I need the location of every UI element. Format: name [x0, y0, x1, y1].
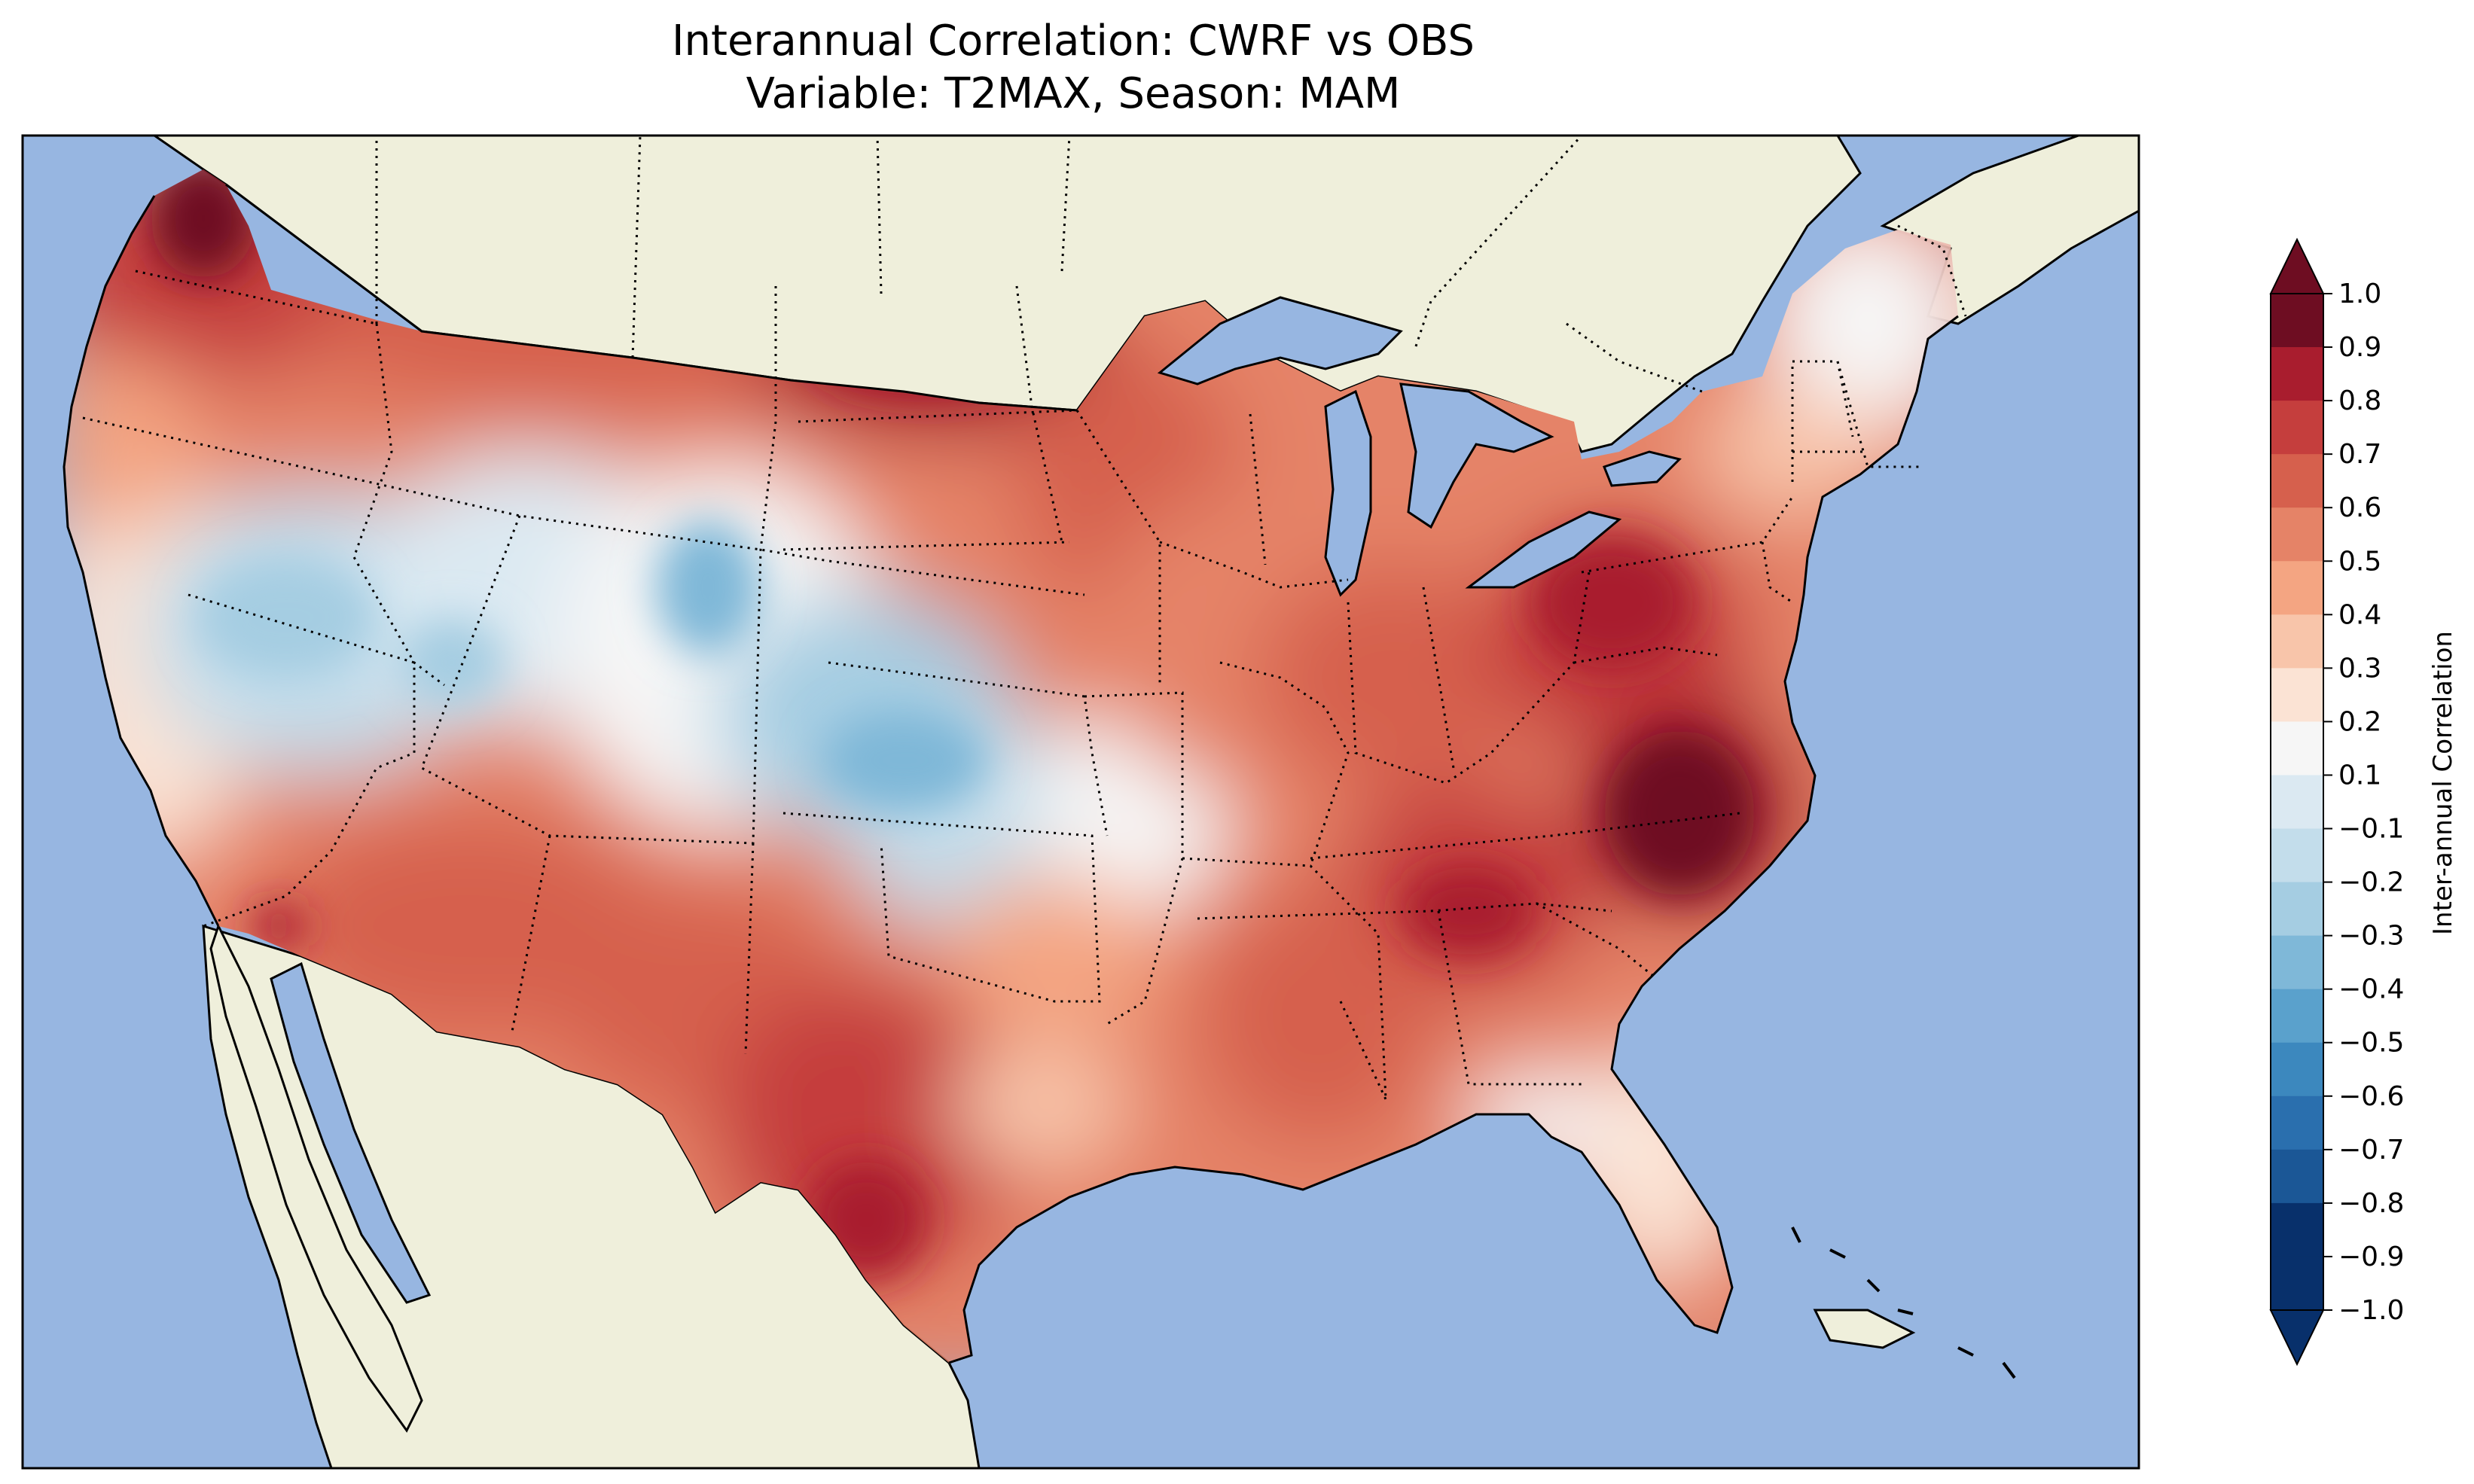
colorbar-bin: [2271, 1095, 2323, 1150]
lake-erie: [1465, 510, 1622, 589]
colorbar-tick-label: 0.3: [2338, 653, 2381, 684]
colorbar-tick-label: −0.1: [2338, 814, 2404, 845]
colorbar-outline: [2270, 293, 2324, 1311]
bahamas-land: [1791, 1227, 2016, 1379]
colorbar-tick-label: 0.9: [2338, 332, 2381, 363]
colorbar-bin: [2271, 828, 2323, 883]
colorbar-bin: [2271, 1042, 2323, 1097]
colorbar-tick-label: 0.7: [2338, 439, 2381, 470]
baja-land: [209, 923, 423, 1433]
colorbar-tick-label: −0.7: [2338, 1135, 2404, 1166]
colorbar-tick-label: −0.3: [2338, 921, 2404, 952]
lake-superior: [1157, 296, 1403, 385]
colorbar-tick-label: −0.9: [2338, 1242, 2404, 1272]
map-title-line2: Variable: T2MAX, Season: MAM: [746, 69, 1401, 118]
colorbar-bin: [2271, 989, 2323, 1044]
colorbar-tick-label: −0.8: [2338, 1188, 2404, 1219]
us-canada-border: [225, 183, 1078, 412]
colorbar-bin: [2271, 347, 2323, 401]
colorbar-bin: [2271, 561, 2323, 615]
colorbar-bin: [2271, 721, 2323, 776]
colorbar-extend-min: [2269, 1309, 2325, 1367]
colorbar-tick-label: 0.2: [2338, 706, 2381, 737]
colorbar-tick-label: −0.6: [2338, 1081, 2404, 1112]
colorbar-tick-label: 0.4: [2338, 599, 2381, 630]
colorbar-bin: [2271, 1149, 2323, 1204]
colorbar-tick-label: 0.1: [2338, 760, 2381, 791]
colorbar-bin: [2271, 882, 2323, 937]
colorbar-bin: [2271, 1256, 2323, 1311]
colorbar-bin: [2271, 507, 2323, 562]
colorbar: 1.0 0.9 0.8 0.7 0.6 0.5 0.4 0.3 0.2 0.1 −0.1 −0.2 −0…: [2269, 237, 2404, 1367]
colorbar-bin: [2271, 454, 2323, 508]
colorbar-bin: [2271, 935, 2323, 990]
state-borders: [82, 136, 1967, 1100]
colorbar-extend-max: [2269, 237, 2325, 294]
colorbar-bin: [2271, 294, 2323, 348]
map-title-line1: Interannual Correlation: CWRF vs OBS: [672, 17, 1475, 66]
lake-ontario: [1603, 450, 1682, 487]
colorbar-tick-label: −0.5: [2338, 1028, 2404, 1059]
great-lakes: [1157, 296, 1682, 597]
colorbar-tick-label: −0.2: [2338, 867, 2404, 898]
lake-huron: [1399, 382, 1554, 529]
colorbar-label: Inter-annual Correlation: [2428, 631, 2458, 935]
lake-michigan: [1324, 389, 1372, 597]
colorbar-tick-label: 0.8: [2338, 385, 2381, 416]
conus-coastline: [63, 195, 1959, 1364]
colorbar-bin: [2271, 614, 2323, 669]
colorbar-tick-label: 1.0: [2338, 279, 2381, 309]
colorbar-tick-label: −0.4: [2338, 974, 2404, 1005]
colorbar-tick-label: −1.0: [2338, 1295, 2404, 1326]
colorbar-bin: [2271, 1202, 2323, 1257]
colorbar-tick-label: 0.5: [2338, 546, 2381, 577]
map-frame: [21, 134, 2140, 1470]
colorbar-bin: [2271, 775, 2323, 830]
colorbar-bin: [2271, 668, 2323, 722]
colorbar-bin: [2271, 401, 2323, 455]
gulf-of-california: [270, 961, 432, 1304]
colorbar-tick-label: 0.6: [2338, 492, 2381, 523]
cuba-land: [1813, 1309, 1916, 1349]
